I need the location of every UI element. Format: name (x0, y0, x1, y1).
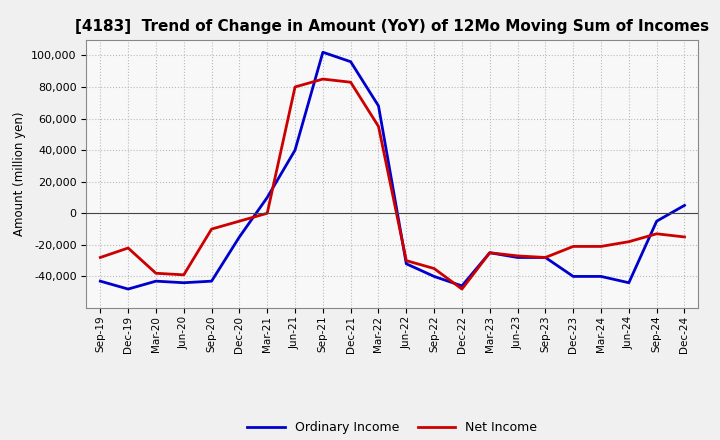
Net Income (207, 227, 216, 232)
Ordinary Income (597, 274, 606, 279)
Ordinary Income (179, 280, 188, 286)
Ordinary Income (374, 103, 383, 109)
Ordinary Income (485, 250, 494, 255)
Ordinary Income (624, 280, 633, 286)
Ordinary Income (318, 50, 327, 55)
Ordinary Income (402, 261, 410, 267)
Net Income (513, 253, 522, 259)
Net Income (485, 250, 494, 255)
Net Income (430, 266, 438, 271)
Net Income (291, 84, 300, 90)
Ordinary Income (291, 147, 300, 153)
Net Income (318, 77, 327, 82)
Ordinary Income (513, 255, 522, 260)
Ordinary Income (652, 219, 661, 224)
Net Income (624, 239, 633, 244)
Ordinary Income (541, 255, 550, 260)
Ordinary Income (207, 279, 216, 284)
Line: Net Income: Net Income (100, 79, 685, 289)
Ordinary Income (458, 283, 467, 289)
Ordinary Income (235, 235, 243, 240)
Title: [4183]  Trend of Change in Amount (YoY) of 12Mo Moving Sum of Incomes: [4183] Trend of Change in Amount (YoY) o… (76, 19, 709, 34)
Ordinary Income (680, 203, 689, 208)
Ordinary Income (430, 274, 438, 279)
Net Income (402, 258, 410, 263)
Ordinary Income (263, 195, 271, 200)
Ordinary Income (346, 59, 355, 64)
Net Income (569, 244, 577, 249)
Net Income (235, 219, 243, 224)
Net Income (652, 231, 661, 236)
Net Income (597, 244, 606, 249)
Y-axis label: Amount (million yen): Amount (million yen) (13, 112, 26, 236)
Net Income (152, 271, 161, 276)
Net Income (374, 124, 383, 129)
Line: Ordinary Income: Ordinary Income (100, 52, 685, 289)
Net Income (263, 211, 271, 216)
Ordinary Income (124, 286, 132, 292)
Legend: Ordinary Income, Net Income: Ordinary Income, Net Income (243, 416, 542, 439)
Net Income (346, 80, 355, 85)
Ordinary Income (152, 279, 161, 284)
Net Income (680, 235, 689, 240)
Net Income (179, 272, 188, 278)
Net Income (541, 255, 550, 260)
Net Income (458, 286, 467, 292)
Ordinary Income (96, 279, 104, 284)
Net Income (96, 255, 104, 260)
Net Income (124, 246, 132, 251)
Ordinary Income (569, 274, 577, 279)
